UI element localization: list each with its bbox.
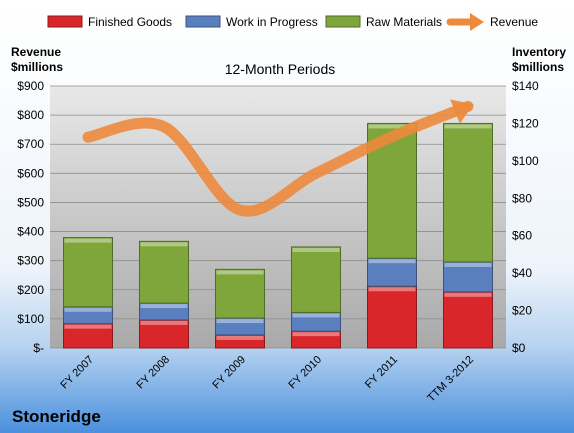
bar-segment bbox=[443, 261, 493, 293]
bar-segment-rect bbox=[443, 122, 493, 263]
chart-subtitle: 12-Month Periods bbox=[225, 61, 336, 77]
left-tick-label: $800 bbox=[17, 108, 44, 122]
bar-segment bbox=[139, 319, 189, 349]
legend-swatch bbox=[185, 15, 221, 28]
right-tick-label: $0 bbox=[512, 341, 526, 355]
bar-segment bbox=[367, 257, 417, 287]
bar-segment-rect bbox=[367, 285, 417, 349]
bar-segment-highlight bbox=[140, 242, 188, 247]
bar-segment bbox=[443, 122, 493, 263]
bar-segment-rect bbox=[443, 291, 493, 349]
bar-segment-highlight bbox=[368, 259, 416, 264]
bar-segment bbox=[63, 306, 113, 325]
right-tick-label: $100 bbox=[512, 154, 539, 168]
bar-segment-highlight bbox=[368, 287, 416, 292]
revenue-arrowhead bbox=[450, 99, 474, 124]
legend-label: Work in Progress bbox=[226, 15, 318, 29]
legend-swatch bbox=[325, 15, 361, 28]
legend-arrow-icon bbox=[470, 13, 484, 31]
bar-segment bbox=[215, 334, 265, 349]
right-tick-label: $60 bbox=[512, 229, 532, 243]
bar-segment-rect bbox=[63, 237, 113, 308]
left-axis-title-1: Revenue bbox=[11, 45, 61, 59]
legend-item: Work in Progress bbox=[185, 15, 318, 29]
bar-segment-rect bbox=[291, 246, 341, 313]
left-tick-label: $100 bbox=[17, 312, 44, 326]
left-tick-label: $500 bbox=[17, 195, 44, 209]
left-tick-label: $200 bbox=[17, 283, 44, 297]
right-tick-label: $20 bbox=[512, 304, 532, 318]
bar-segment bbox=[215, 268, 265, 319]
right-tick-label: $40 bbox=[512, 266, 532, 280]
grid-lines bbox=[50, 85, 506, 349]
bar-segment bbox=[63, 237, 113, 308]
bar-segment-highlight bbox=[292, 313, 340, 318]
bar-segment bbox=[291, 246, 341, 313]
bar-segment-highlight bbox=[64, 307, 112, 312]
left-axis-title-2: $millions bbox=[11, 60, 63, 74]
right-tick-label: $120 bbox=[512, 116, 539, 130]
bar-segment bbox=[443, 291, 493, 349]
right-tick-label: $80 bbox=[512, 191, 532, 205]
left-tick-label: $400 bbox=[17, 225, 44, 239]
bar-segment-highlight bbox=[64, 238, 112, 243]
legend-item: Finished Goods bbox=[47, 15, 172, 29]
revenue-line bbox=[82, 100, 474, 217]
bar-segment-highlight bbox=[292, 332, 340, 337]
right-axis-title-1: Inventory bbox=[512, 45, 566, 59]
bar-segment bbox=[291, 311, 341, 332]
left-tick-label: $300 bbox=[17, 254, 44, 268]
bar-segment-rect bbox=[139, 240, 189, 304]
bar-segment-highlight bbox=[444, 292, 492, 297]
left-tick-label: $600 bbox=[17, 166, 44, 180]
left-tick-label: $700 bbox=[17, 137, 44, 151]
company-name: Stoneridge bbox=[12, 407, 101, 426]
bar-segment-highlight bbox=[140, 304, 188, 309]
revenue-line-layer bbox=[82, 99, 474, 217]
bar-segment-rect bbox=[215, 268, 265, 319]
bar-segment-highlight bbox=[216, 335, 264, 340]
legend-swatch bbox=[47, 15, 83, 28]
bar-segment-highlight bbox=[140, 320, 188, 325]
bar-segment bbox=[291, 330, 341, 349]
bar-segment-highlight bbox=[444, 124, 492, 129]
bar-segment-highlight bbox=[64, 324, 112, 329]
right-axis-title-2: $millions bbox=[512, 60, 564, 74]
right-tick-label: $140 bbox=[512, 79, 539, 93]
bar-segment-highlight bbox=[292, 247, 340, 252]
bar-segment bbox=[63, 323, 113, 349]
bar-segment bbox=[367, 285, 417, 349]
bar-segment bbox=[139, 302, 189, 321]
legend-label: Finished Goods bbox=[88, 15, 172, 29]
bars bbox=[63, 122, 493, 349]
legend-item-revenue: Revenue bbox=[446, 13, 538, 31]
bar-segment-highlight bbox=[216, 319, 264, 324]
left-tick-label: $900 bbox=[17, 79, 44, 93]
bar-segment bbox=[139, 240, 189, 304]
bar-segment bbox=[215, 317, 265, 336]
bar-segment-highlight bbox=[368, 124, 416, 129]
bar-segment-highlight bbox=[444, 262, 492, 267]
left-tick-label: $- bbox=[33, 341, 44, 355]
legend-label: Revenue bbox=[490, 15, 538, 29]
legend-label: Raw Materials bbox=[366, 15, 442, 29]
legend: Finished Goods Work in Progress Raw Materi… bbox=[47, 13, 538, 31]
legend-item: Raw Materials bbox=[325, 15, 442, 29]
bar-segment-highlight bbox=[216, 270, 264, 275]
